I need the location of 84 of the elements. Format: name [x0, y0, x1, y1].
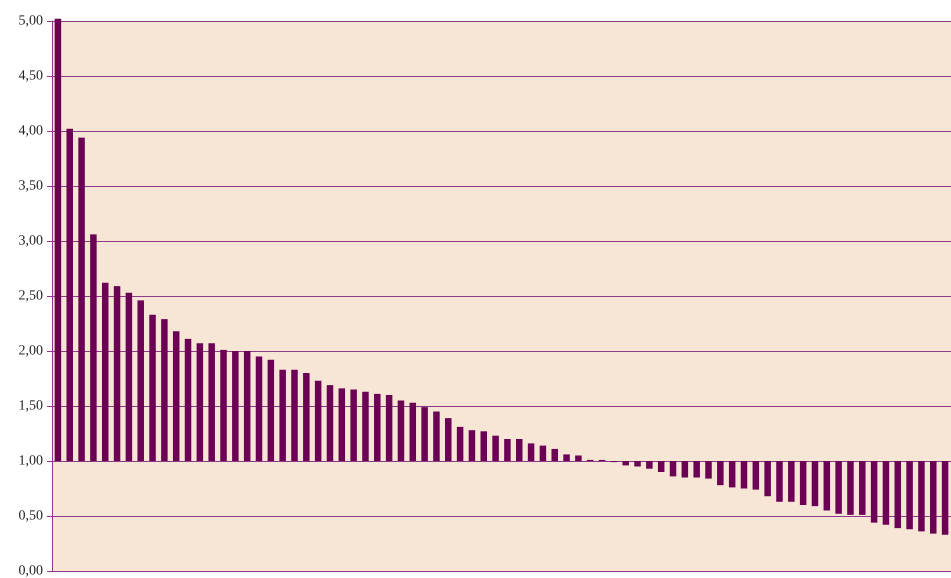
bar	[824, 461, 830, 510]
bar	[918, 461, 925, 532]
bar	[646, 461, 653, 469]
bar	[149, 314, 156, 461]
bar	[764, 461, 771, 496]
bar	[504, 439, 511, 461]
bar	[906, 461, 913, 530]
bar	[870, 461, 878, 523]
bar	[161, 319, 168, 461]
bar	[847, 461, 854, 515]
y-tick-label: 5,00	[18, 14, 43, 28]
bar	[740, 461, 748, 488]
bar	[752, 461, 760, 490]
bar	[894, 461, 902, 528]
bar	[942, 461, 948, 535]
bar	[930, 461, 937, 534]
bar	[410, 402, 416, 461]
bar	[456, 426, 464, 461]
bar	[279, 370, 286, 461]
bar	[563, 454, 570, 461]
bar	[480, 431, 488, 461]
bar	[682, 461, 688, 478]
bar	[812, 461, 818, 506]
bar	[386, 395, 392, 461]
bar	[232, 351, 239, 461]
bar	[445, 418, 452, 461]
y-tick-label: 0,00	[18, 564, 43, 578]
bar	[835, 461, 842, 514]
bar	[433, 412, 440, 461]
bar	[717, 461, 724, 486]
bar	[208, 343, 215, 461]
bar	[137, 300, 144, 461]
bar	[528, 443, 534, 461]
y-tick-label: 4,50	[18, 68, 43, 84]
bar	[338, 388, 346, 461]
bar	[350, 390, 357, 461]
bar	[800, 461, 806, 505]
bar	[256, 356, 262, 461]
y-tick-label: 2,50	[18, 288, 43, 304]
bar	[728, 461, 736, 488]
bar	[374, 394, 381, 461]
bar	[468, 430, 476, 461]
bar	[398, 400, 404, 461]
bar	[114, 286, 120, 461]
bar	[575, 456, 582, 461]
bar	[244, 351, 250, 461]
bar	[268, 360, 274, 461]
bar	[314, 380, 322, 461]
bar	[303, 373, 310, 461]
y-tick-label: 1,00	[18, 454, 43, 468]
y-tick-label: 2,00	[18, 344, 43, 358]
bar	[540, 446, 546, 461]
bar	[102, 282, 108, 461]
bar	[693, 461, 700, 478]
bar	[882, 461, 890, 525]
bar	[622, 461, 629, 466]
bar	[551, 448, 558, 461]
bar	[126, 292, 132, 461]
y-tick-label: 4,00	[18, 124, 43, 138]
y-tick-label: 3,00	[18, 234, 43, 248]
bar	[172, 331, 180, 461]
y-tick-label: 3,50	[18, 178, 43, 194]
y-tick-label: 0,50	[18, 508, 43, 524]
bar	[90, 234, 97, 461]
bar	[196, 343, 204, 461]
bar	[54, 18, 62, 461]
bar	[859, 461, 866, 515]
bar	[291, 370, 298, 461]
bar	[362, 392, 369, 461]
bar	[326, 385, 334, 461]
bar	[788, 461, 795, 502]
bar	[705, 461, 712, 479]
bar	[184, 338, 192, 461]
bar	[670, 461, 676, 476]
bar	[421, 407, 428, 461]
bar	[220, 350, 227, 461]
bar	[516, 439, 522, 461]
bar	[492, 436, 499, 461]
y-tick-label: 1,50	[18, 398, 43, 414]
bar	[634, 461, 641, 466]
bar	[658, 461, 664, 472]
bar	[78, 138, 85, 461]
bar	[776, 461, 783, 502]
bar	[66, 128, 73, 461]
